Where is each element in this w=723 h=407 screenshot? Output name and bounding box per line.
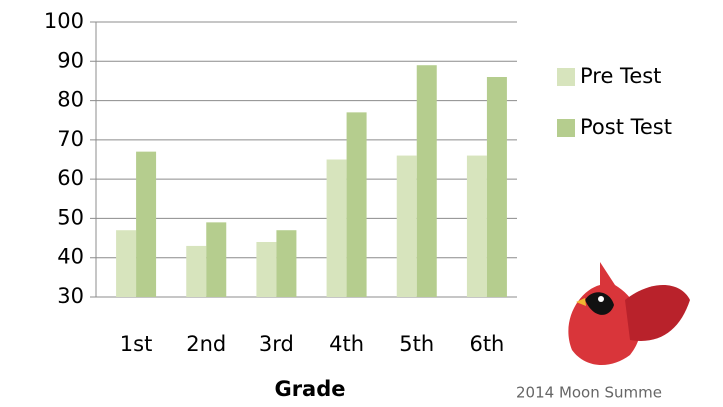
chart: Grade 2014 Moon Summe 30 40 50 60 70 80 90 100 1… — [0, 0, 723, 407]
bar — [417, 65, 437, 297]
x-tick-label: 3rd — [259, 332, 294, 356]
caption: 2014 Moon Summe — [516, 384, 662, 402]
bar — [136, 152, 156, 297]
bar — [186, 246, 206, 297]
y-tick-label: 80 — [57, 88, 84, 112]
bar — [206, 222, 226, 297]
bar — [116, 230, 136, 297]
x-tick-label: 4th — [329, 332, 364, 356]
bar — [276, 230, 296, 297]
y-tick-label: 70 — [57, 127, 84, 151]
bar — [397, 156, 417, 297]
y-tick-label: 60 — [57, 166, 84, 190]
x-axis-label: Grade — [274, 377, 345, 401]
bar — [256, 242, 276, 297]
x-tick-label: 6th — [469, 332, 504, 356]
legend-swatch — [557, 68, 575, 86]
bar — [487, 77, 507, 297]
y-tick-label: 40 — [57, 245, 84, 269]
x-tick-label: 2nd — [186, 332, 226, 356]
y-tick-label: 90 — [57, 48, 84, 72]
legend-label: Post Test — [580, 115, 672, 139]
y-tick-label: 50 — [57, 205, 84, 229]
legend-label: Pre Test — [580, 64, 661, 88]
bar — [327, 160, 347, 298]
x-tick-label: 5th — [399, 332, 434, 356]
y-tick-label: 30 — [57, 284, 84, 308]
y-tick-label: 100 — [44, 9, 84, 33]
x-tick-label: 1st — [120, 332, 153, 356]
bar — [347, 112, 367, 297]
bar — [467, 156, 487, 297]
cardinal-logo — [568, 262, 690, 365]
legend-swatch — [557, 119, 575, 137]
